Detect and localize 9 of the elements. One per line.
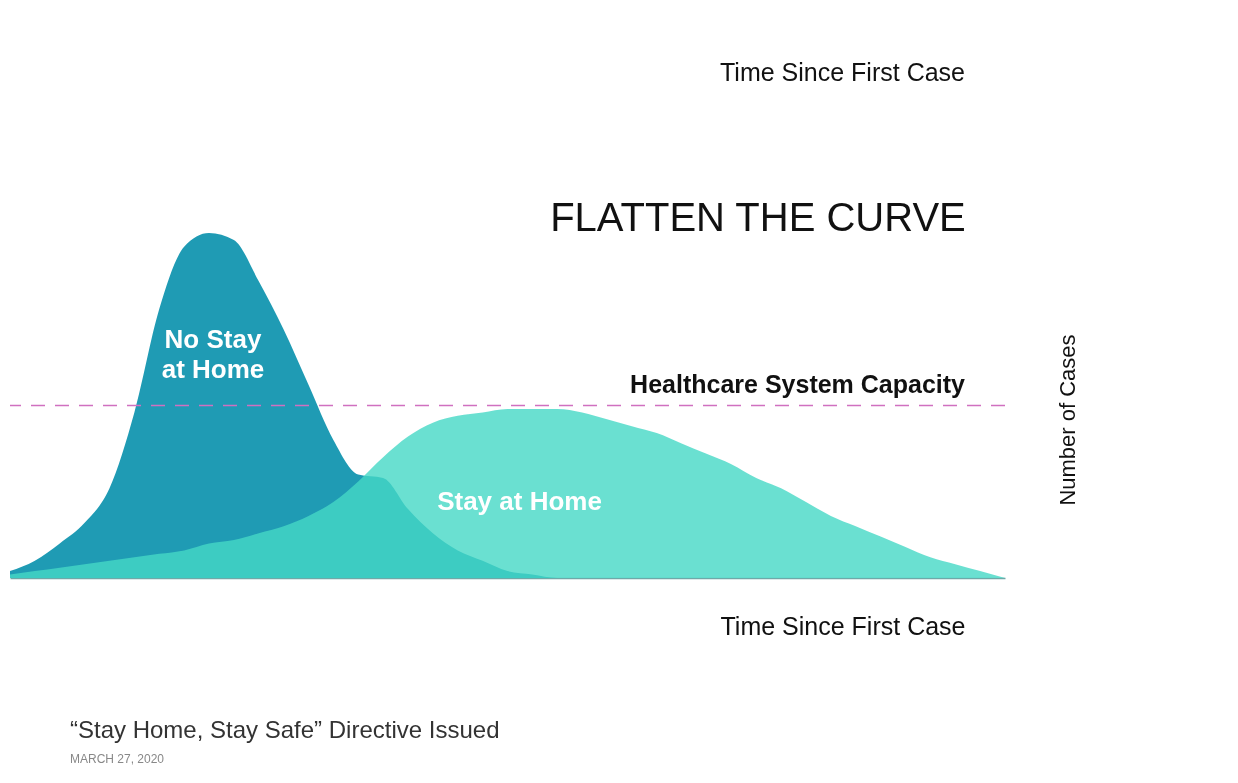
chart-title: FLATTEN THE CURVE bbox=[550, 195, 966, 239]
text: Time Since First Case bbox=[720, 58, 965, 87]
x-axis-title: Time Since First Case bbox=[720, 611, 966, 640]
series-label: Stay at Home bbox=[437, 485, 602, 516]
text: “Stay Home, Stay Safe” Directive Issued bbox=[70, 716, 500, 744]
series-label: No Stay at Home bbox=[161, 323, 265, 384]
text: Number of Cases bbox=[1055, 334, 1081, 506]
ref-line-label: Healthcare System Capacity bbox=[630, 369, 966, 398]
text: MARCH 27, 2020 bbox=[70, 752, 165, 766]
